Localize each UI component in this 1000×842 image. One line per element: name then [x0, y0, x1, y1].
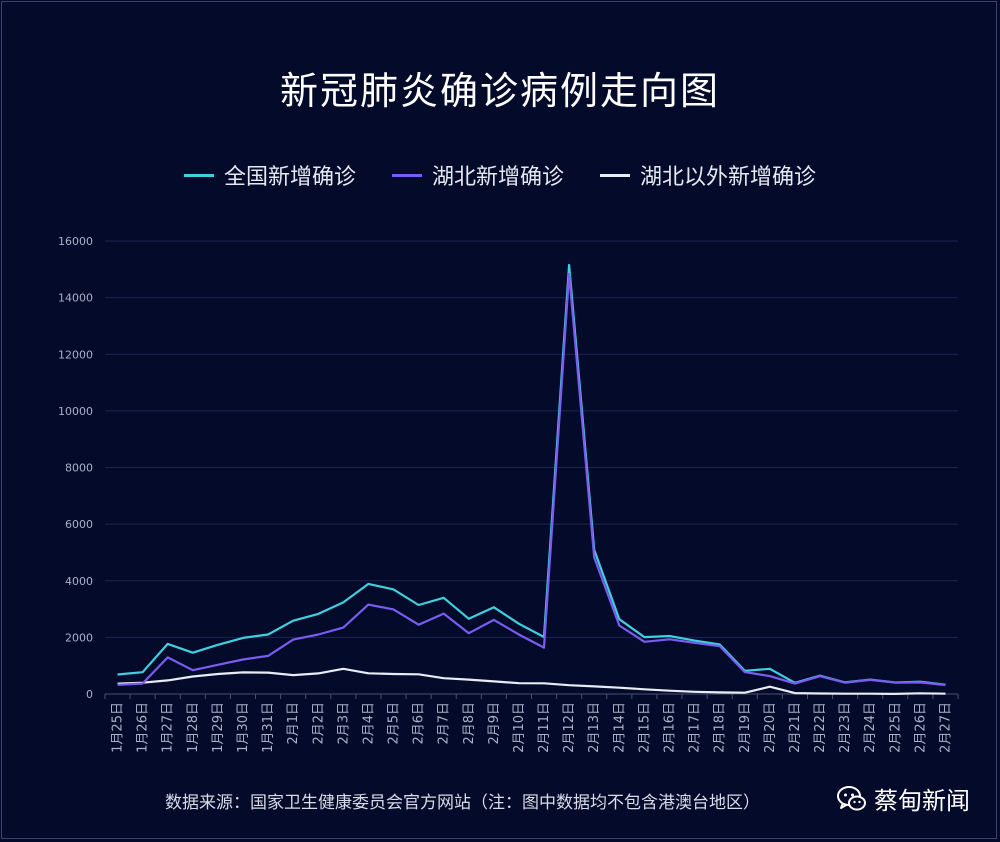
x-tick-label: 2月3日	[336, 702, 351, 745]
x-tick-label: 2月23日	[838, 702, 853, 753]
legend-swatch-hubei	[391, 173, 422, 177]
y-tick-label: 2000	[65, 631, 93, 644]
x-tick-label: 2月27日	[938, 702, 953, 753]
x-tick-label: 2月20日	[763, 702, 778, 753]
y-tick-label: 12000	[58, 348, 93, 361]
x-tick-label: 1月30日	[236, 702, 251, 753]
y-tick-label: 4000	[65, 575, 93, 588]
x-tick-label: 2月11日	[537, 702, 552, 753]
x-tick-label: 1月31日	[261, 702, 276, 753]
wechat-icon	[837, 785, 866, 810]
y-tick-label: 14000	[58, 292, 93, 305]
x-tick-label: 2月17日	[688, 702, 703, 753]
legend-label-national: 全国新增确诊	[223, 165, 356, 190]
x-tick-label: 2月19日	[738, 702, 753, 753]
x-tick-label: 2月21日	[788, 702, 803, 753]
x-tick-label: 2月24日	[863, 702, 878, 753]
x-tick-label: 2月8日	[462, 702, 477, 745]
x-tick-label: 2月6日	[412, 702, 427, 745]
x-tick-label: 2月15日	[637, 702, 652, 753]
y-tick-label: 16000	[58, 235, 93, 248]
x-tick-label: 1月28日	[186, 702, 201, 753]
x-tick-label: 2月18日	[713, 702, 728, 753]
x-tick-label: 2月1日	[286, 702, 301, 745]
y-tick-label: 8000	[65, 462, 93, 475]
x-tick-label: 2月16日	[662, 702, 677, 753]
x-tick-label: 2月25日	[888, 702, 903, 753]
x-tick-label: 2月26日	[913, 702, 928, 753]
x-tick-label: 1月26日	[136, 702, 151, 753]
x-tick-label: 2月12日	[562, 702, 577, 753]
series-line-0	[117, 263, 946, 686]
series-line-2	[117, 667, 946, 696]
data-source-note: 数据来源：国家卫生健康委员会官方网站（注：图中数据均不包含港澳台地区）	[165, 793, 760, 813]
x-tick-label: 2月5日	[387, 702, 402, 745]
chart-legend: 全国新增确诊 湖北新增确诊 湖北以外新增确诊	[0, 157, 1000, 193]
series-line-1	[117, 272, 946, 687]
x-tick-label: 2月4日	[361, 702, 376, 745]
legend-item-hubei: 湖北新增确诊	[391, 159, 564, 191]
legend-label-outside-hubei: 湖北以外新增确诊	[640, 165, 817, 190]
legend-swatch-outside-hubei	[600, 173, 630, 177]
x-tick-label: 2月10日	[512, 702, 527, 753]
x-tick-label: 2月7日	[437, 702, 452, 745]
chart-title: 新冠肺炎确诊病例走向图	[279, 69, 720, 113]
x-tick-label: 1月25日	[111, 702, 126, 753]
legend-label-hubei: 湖北新增确诊	[431, 165, 564, 190]
x-tick-label: 1月29日	[211, 702, 226, 753]
x-tick-label: 1月27日	[161, 702, 176, 753]
x-tick-label: 2月9日	[487, 702, 502, 745]
brand-badge: 蔡甸新闻	[832, 779, 974, 818]
y-tick-label: 6000	[65, 518, 93, 531]
x-tick-label: 2月22日	[813, 702, 828, 753]
y-tick-label: 10000	[58, 405, 93, 418]
legend-item-national: 全国新增确诊	[183, 159, 356, 191]
x-tick-label: 2月13日	[587, 702, 602, 753]
y-tick-label: 0	[86, 688, 93, 701]
x-tick-label: 2月14日	[612, 702, 627, 753]
legend-item-outside-hubei: 湖北以外新增确诊	[600, 159, 816, 191]
legend-swatch-national	[183, 173, 214, 177]
x-tick-label: 2月2日	[311, 702, 326, 745]
brand-name: 蔡甸新闻	[874, 787, 970, 815]
